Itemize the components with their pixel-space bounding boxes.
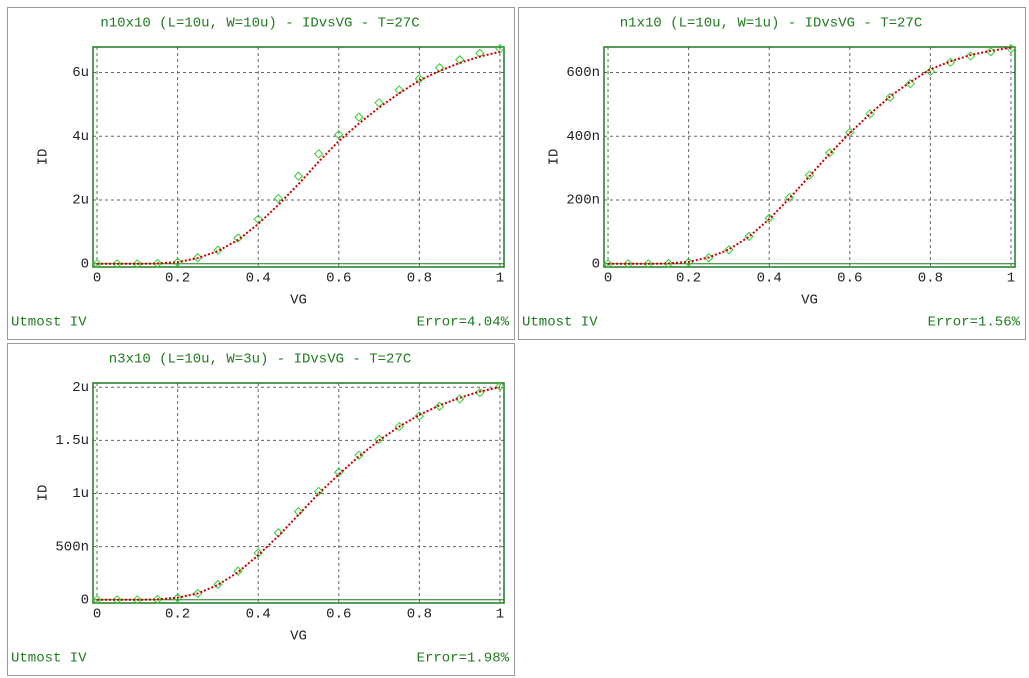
- data-point: [1006, 43, 1016, 54]
- data-point: [334, 129, 344, 140]
- plot-frame: [92, 46, 505, 268]
- data-point: [273, 193, 284, 204]
- y-tick-label: 200n: [566, 193, 600, 209]
- x-tick-label: 0.6: [326, 271, 351, 287]
- x-tick-label: 0: [93, 271, 101, 287]
- chart-title: n3x10 (L=10u, W=3u) - IDvsVG - T=27C: [109, 352, 411, 368]
- x-tick-label: 0.2: [165, 607, 190, 623]
- x-tick-label: 0.8: [407, 271, 432, 287]
- error-note: Error=4.04%: [417, 315, 510, 331]
- x-axis-label: VG: [290, 293, 307, 309]
- plot-frame: [603, 46, 1016, 268]
- data-point: [845, 127, 855, 138]
- y-tick-label: 600n: [566, 65, 600, 81]
- data-line: [608, 46, 1012, 265]
- chart-title: n1x10 (L=10u, W=1u) - IDvsVG - T=27C: [620, 16, 922, 32]
- y-tick-label: 2u: [72, 193, 89, 209]
- data-point: [112, 259, 122, 269]
- data-point: [152, 258, 163, 269]
- data-point: [172, 257, 183, 267]
- data-point: [293, 171, 304, 181]
- x-axis-label: VG: [801, 293, 818, 309]
- x-tick-label: 0.6: [837, 271, 862, 287]
- data-point: [643, 259, 654, 269]
- y-tick-label: 0: [81, 257, 89, 273]
- data-point: [313, 149, 324, 159]
- data-point: [865, 109, 875, 119]
- chart-title: n10x10 (L=10u, W=10u) - IDvsVG - T=27C: [100, 16, 419, 32]
- panel: [7, 343, 515, 676]
- x-tick-label: 0.8: [918, 271, 943, 287]
- data-point: [683, 257, 694, 267]
- data-point: [454, 394, 465, 404]
- plot-frame: [92, 382, 505, 604]
- x-tick-label: 0: [93, 607, 101, 623]
- y-axis-label: ID: [36, 485, 52, 502]
- x-tick-label: 0.4: [246, 607, 271, 623]
- panel: [7, 7, 515, 340]
- y-tick-label: 1.5u: [55, 433, 89, 449]
- x-axis-label: VG: [290, 629, 307, 645]
- y-tick-label: 2u: [72, 380, 89, 396]
- y-axis-label: ID: [547, 149, 563, 166]
- data-point: [394, 85, 404, 95]
- data-point: [374, 434, 384, 445]
- x-tick-label: 0: [604, 271, 612, 287]
- data-point: [824, 148, 835, 158]
- data-point: [945, 57, 956, 68]
- y-axis-label: ID: [36, 149, 52, 166]
- y-tick-label: 0: [592, 257, 600, 273]
- data-point: [905, 78, 915, 89]
- data-point: [354, 112, 364, 122]
- panel: [518, 7, 1026, 340]
- data-point: [172, 593, 183, 603]
- x-tick-label: 0.6: [326, 607, 351, 623]
- data-point: [414, 411, 425, 421]
- data-point: [112, 595, 122, 605]
- y-tick-label: 6u: [72, 65, 89, 81]
- data-point: [92, 259, 102, 269]
- data-point: [454, 55, 465, 65]
- data-point: [354, 450, 364, 460]
- x-tick-label: 0.4: [757, 271, 782, 287]
- data-point: [132, 259, 143, 269]
- data-point: [132, 595, 143, 605]
- error-note: Error=1.56%: [928, 315, 1021, 331]
- data-point: [92, 595, 102, 605]
- data-point: [394, 421, 404, 432]
- source-note: Utmost IV: [522, 315, 598, 331]
- data-point: [495, 381, 505, 391]
- data-point: [334, 467, 344, 477]
- x-tick-label: 1: [496, 271, 504, 287]
- x-tick-label: 0.2: [165, 271, 190, 287]
- y-tick-label: 500n: [55, 539, 89, 555]
- x-tick-label: 0.2: [676, 271, 701, 287]
- data-point: [925, 66, 936, 77]
- data-point: [885, 92, 895, 103]
- x-tick-label: 0.8: [407, 607, 432, 623]
- y-tick-label: 4u: [72, 129, 89, 145]
- data-point: [253, 214, 263, 224]
- data-point: [623, 259, 633, 269]
- y-tick-label: 400n: [566, 129, 600, 145]
- data-point: [475, 387, 485, 398]
- data-point: [374, 98, 384, 108]
- data-point: [213, 579, 223, 590]
- data-point: [603, 259, 613, 269]
- y-tick-label: 1u: [72, 486, 89, 502]
- data-point: [804, 170, 815, 180]
- source-note: Utmost IV: [11, 651, 87, 667]
- data-point: [233, 566, 243, 576]
- data-point: [414, 74, 425, 84]
- x-tick-label: 1: [496, 607, 504, 623]
- data-point: [152, 594, 163, 605]
- source-note: Utmost IV: [11, 315, 87, 331]
- y-tick-label: 0: [81, 593, 89, 609]
- x-tick-label: 1: [1007, 271, 1015, 287]
- error-note: Error=1.98%: [417, 651, 510, 667]
- data-point: [663, 258, 674, 269]
- x-tick-label: 0.4: [246, 271, 271, 287]
